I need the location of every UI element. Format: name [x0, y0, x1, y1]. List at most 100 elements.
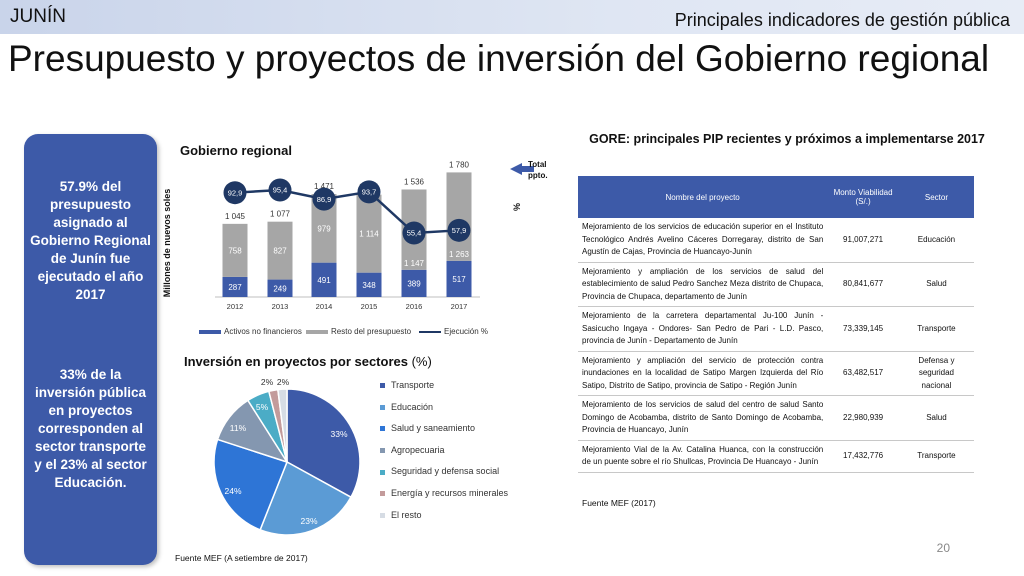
execution-label-2015: 93,7	[362, 188, 377, 197]
label-total-2014: 1 471	[314, 182, 335, 191]
col-header-amount: Monto Viabilidad (S/.)	[827, 176, 899, 218]
label-total-2017: 1 780	[449, 160, 470, 169]
pie-slice-el-resto	[277, 388, 288, 463]
label-resto-2017: 1 263	[449, 250, 470, 259]
execution-label-2017: 57,9	[452, 226, 467, 235]
pie-label-0: 33%	[330, 429, 347, 439]
bar-activos-2016	[401, 269, 427, 297]
amount-cell: 73,339,145	[827, 306, 899, 352]
bar-resto-2012	[222, 223, 248, 277]
label-resto-2015: 1 114	[359, 230, 379, 239]
pie-legend-label: Transporte	[391, 380, 435, 390]
label-activos-2014: 491	[317, 276, 331, 285]
table-row: Mejoramiento Vial de la Av. Catalina Hua…	[578, 440, 974, 473]
pie-legend-label: Seguridad y defensa social	[391, 466, 500, 477]
amount-cell: 22,980,939	[827, 395, 899, 441]
region-label: JUNÍN	[10, 6, 66, 27]
pie-legend-item: Transporte	[380, 380, 508, 402]
pie-label-6: 2%	[277, 377, 290, 387]
x-tick-2016: 2016	[406, 302, 423, 311]
bar-activos-2012	[222, 276, 248, 297]
project-name-cell: Mejoramiento de los servicios de educaci…	[578, 218, 828, 263]
sector-cell: Educación	[898, 218, 974, 263]
summary-text-budget: 57.9% del presupuesto asignado al Gobier…	[30, 179, 151, 302]
table-row: Mejoramiento y ampliación de los servici…	[578, 262, 974, 307]
y2-axis-title: %	[512, 203, 522, 211]
pie-legend-item: Agropecuaria	[380, 445, 508, 467]
label-total-2012: 1 045	[225, 212, 246, 221]
sector-cell: Salud	[898, 262, 974, 307]
label-activos-2016: 389	[407, 279, 421, 288]
pie-legend: Transporte Educación Salud y saneamiento Ag…	[380, 380, 508, 531]
summary-panel: 57.9% del presupuesto asignado al Gobier…	[24, 134, 157, 565]
pie-label-3: 11%	[230, 423, 247, 433]
label-activos-2017: 517	[452, 275, 466, 284]
project-name-cell: Mejoramiento de los servicios de salud d…	[578, 395, 828, 441]
sector-cell: Defensa y seguridad nacional	[898, 351, 974, 396]
pie-legend-item: El resto	[380, 510, 508, 532]
pie-title-unit: (%)	[411, 354, 432, 369]
pie-legend-item: Energía y recursos minerales	[380, 488, 508, 510]
legend-swatch-ejecucion	[419, 330, 441, 333]
pie-legend-label: Agropecuaria	[391, 444, 445, 455]
amount-cell: 17,432,776	[827, 440, 899, 473]
pie-label-4: 5%	[256, 402, 269, 412]
amount-cell: 80,841,677	[827, 262, 899, 307]
execution-point-2017	[447, 218, 471, 242]
pie-legend-label: Salud y saneamiento	[391, 423, 476, 434]
legend-label-activos: Activos no financieros	[224, 327, 302, 336]
bar-activos-2014	[311, 262, 337, 297]
legend-activos: Activos no financieros	[199, 327, 302, 336]
pie-slice-salud-y-saneamiento	[213, 438, 288, 531]
pie-legend-label: Educación	[391, 401, 434, 412]
pie-legend-swatch	[380, 383, 385, 389]
bar-chart-title: Gobierno regional	[180, 143, 292, 158]
execution-label-2016: 55,4	[407, 229, 422, 238]
legend-ejecucion: Ejecución %	[419, 327, 488, 336]
label-resto-2014: 979	[317, 224, 331, 233]
bar-resto-2017	[446, 172, 472, 261]
pie-title-text: Inversión en proyectos por sectores	[184, 354, 408, 369]
table-header-row: Nombre del proyecto Monto Viabilidad (S/…	[578, 176, 974, 218]
label-resto-2016: 1 147	[404, 259, 425, 268]
legend-swatch-activos	[199, 329, 221, 334]
bar-resto-2015	[356, 194, 382, 273]
bar-activos-2017	[446, 260, 472, 297]
x-tick-2013: 2013	[272, 302, 289, 311]
execution-label-2013: 95,4	[273, 186, 288, 195]
page-title: Presupuesto y proyectos de inversión del…	[8, 38, 990, 79]
execution-point-2014	[312, 187, 336, 211]
pie-label-1: 23%	[300, 516, 317, 526]
sector-cell: Salud	[898, 395, 974, 441]
label-total-2013: 1 077	[270, 210, 291, 219]
table-row: Mejoramiento de los servicios de educaci…	[578, 218, 974, 263]
legend-label-ejecucion: Ejecución %	[444, 327, 489, 336]
pie-label-5: 2%	[261, 377, 274, 387]
pie-slice-educación	[259, 460, 352, 536]
pie-legend-label: Energía y recursos minerales	[391, 487, 509, 498]
page-number: 20	[936, 541, 950, 555]
pie-legend-swatch	[380, 512, 385, 518]
source-left: Fuente MEF (A setiembre de 2017)	[175, 553, 308, 563]
table-row: Mejoramiento de la carretera departament…	[578, 306, 974, 352]
bar-activos-2015	[356, 272, 382, 297]
sector-cell: Transporte	[898, 306, 974, 352]
budget-bar-chart: Millones de nuevos soles % Total ppto. 287 75…	[162, 160, 548, 311]
execution-point-2016	[402, 221, 426, 245]
pie-legend-swatch	[380, 491, 385, 497]
execution-label-2014: 86,9	[317, 195, 332, 204]
total-budget-label: Total ppto.	[528, 160, 548, 180]
pip-table: Nombre del proyecto Monto Viabilidad (S/…	[578, 176, 974, 473]
label-resto-2013: 827	[273, 247, 287, 256]
pie-legend-swatch	[380, 469, 385, 475]
arrow-left-icon	[510, 163, 534, 175]
execution-point-2015	[357, 180, 381, 204]
table-row: Mejoramiento de los servicios de salud d…	[578, 395, 974, 441]
x-tick-2015: 2015	[361, 302, 378, 311]
pie-legend-item: Seguridad y defensa social	[380, 466, 508, 488]
label-total-2016: 1 536	[404, 177, 425, 186]
execution-point-2013	[268, 178, 292, 202]
source-right: Fuente MEF (2017)	[582, 498, 656, 508]
pie-legend-label: El resto	[391, 509, 422, 520]
pie-chart-title: Inversión en proyectos por sectores (%)	[184, 354, 432, 369]
